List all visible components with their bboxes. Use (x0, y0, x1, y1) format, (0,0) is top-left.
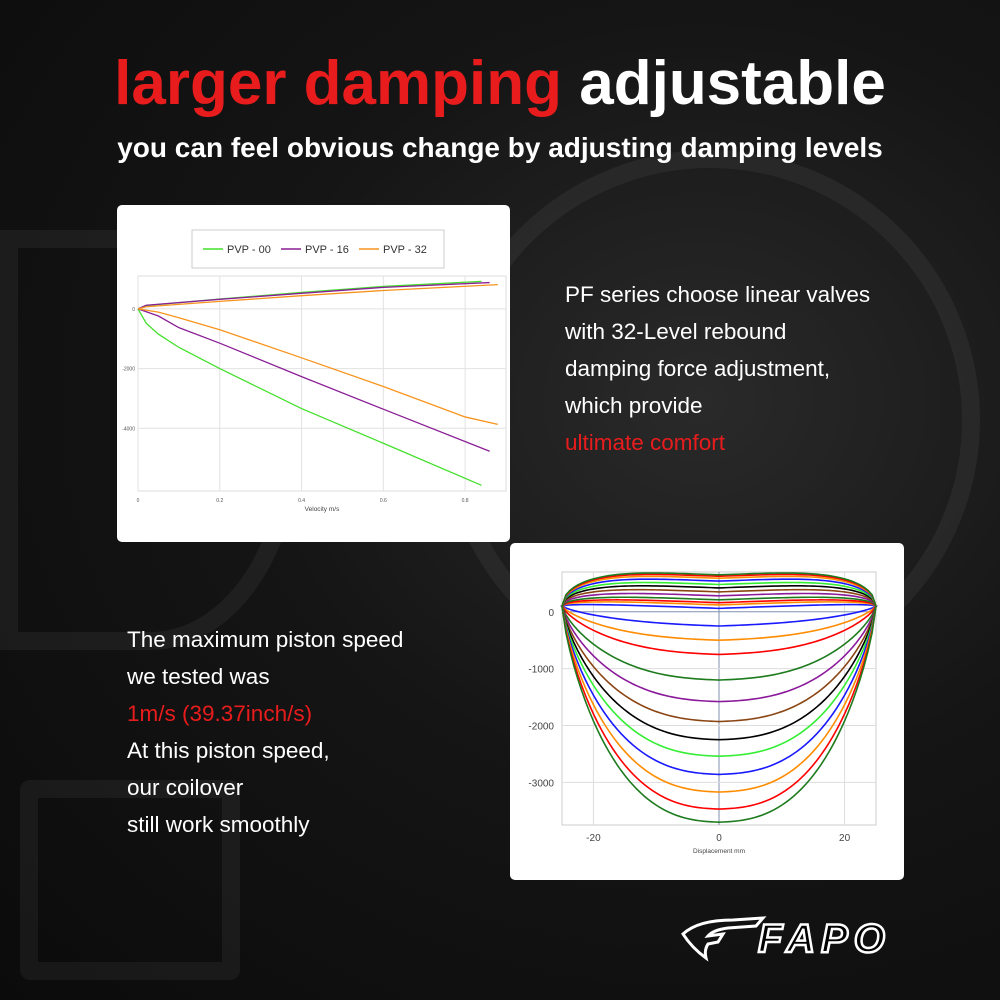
description-line: damping force adjustment, (565, 356, 831, 381)
plot-area (137, 275, 507, 492)
description-line: At this piston speed, (127, 738, 330, 763)
velocity-chart-card: 0 0.2 0.4 0.6 0.8 0 -2000 -4000 Velocity m/s PVP … (117, 205, 510, 542)
headline-red: larger damping (114, 49, 562, 118)
series-line-compression (137, 281, 490, 310)
subheadline: you can feel obvious change by adjusting… (117, 132, 883, 163)
x-tick-label: 0.4 (298, 498, 305, 504)
headline: larger damping adjustable (0, 44, 1000, 124)
x-tick-label: 0.8 (462, 498, 469, 504)
x-tick-label: 0 (137, 498, 140, 504)
series-line-rebound (137, 308, 482, 486)
y-tick-label: 0 (132, 307, 135, 313)
legend-label: PVP - 32 (383, 244, 427, 256)
description-line: which provide (565, 393, 703, 418)
displacement-force-chart: -20 0 20 0 -1000 -2000 -3000 Displacement mm (528, 571, 879, 855)
series-line-rebound (137, 308, 498, 426)
x-tick-label: 0.6 (380, 498, 387, 504)
description-line: still work smoothly (127, 812, 310, 837)
y-tick-label: -2000 (528, 722, 554, 733)
damping-level-loop (561, 572, 877, 823)
x-tick-label: 20 (839, 833, 851, 844)
velocity-force-chart: 0 0.2 0.4 0.6 0.8 0 -2000 -4000 Velocity m/s PVP … (122, 229, 507, 513)
description-highlight: ultimate comfort (565, 430, 726, 455)
background-decoration (20, 780, 240, 980)
series-line-compression (137, 284, 498, 310)
legend-label: PVP - 16 (305, 244, 349, 256)
left-description: The maximum piston speed we tested was 1… (127, 621, 403, 843)
fapo-logo-icon: FAPO (681, 916, 891, 962)
description-line: our coilover (127, 775, 244, 800)
x-tick-label: 0.2 (216, 498, 223, 504)
headline-white: adjustable (579, 49, 886, 118)
description-highlight: 1m/s (39.37inch/s) (127, 701, 313, 726)
legend-box (191, 229, 445, 269)
legend-label: PVP - 00 (227, 244, 271, 256)
y-tick-label: -1000 (528, 665, 554, 676)
brand-logo: FAPO (678, 912, 963, 966)
x-tick-label: 0 (716, 833, 722, 844)
displacement-chart-card: -20 0 20 0 -1000 -2000 -3000 Displacement mm (510, 543, 904, 880)
y-tick-label: 0 (548, 608, 554, 619)
y-tick-label: -3000 (528, 778, 554, 789)
x-axis-label: Velocity m/s (305, 506, 340, 513)
logo-text: FAPO (758, 917, 891, 961)
right-description: PF series choose linear valves with 32-L… (565, 276, 870, 461)
description-line: The maximum piston speed (127, 627, 404, 652)
description-line: PF series choose linear valves (565, 282, 871, 307)
y-tick-label: -2000 (122, 367, 135, 373)
x-axis-label: Displacement mm (693, 848, 745, 855)
description-line: with 32-Level rebound (565, 319, 787, 344)
description-line: we tested was (127, 664, 270, 689)
x-tick-label: -20 (586, 833, 601, 844)
y-tick-label: -4000 (122, 426, 135, 432)
series-line-rebound (137, 308, 490, 452)
